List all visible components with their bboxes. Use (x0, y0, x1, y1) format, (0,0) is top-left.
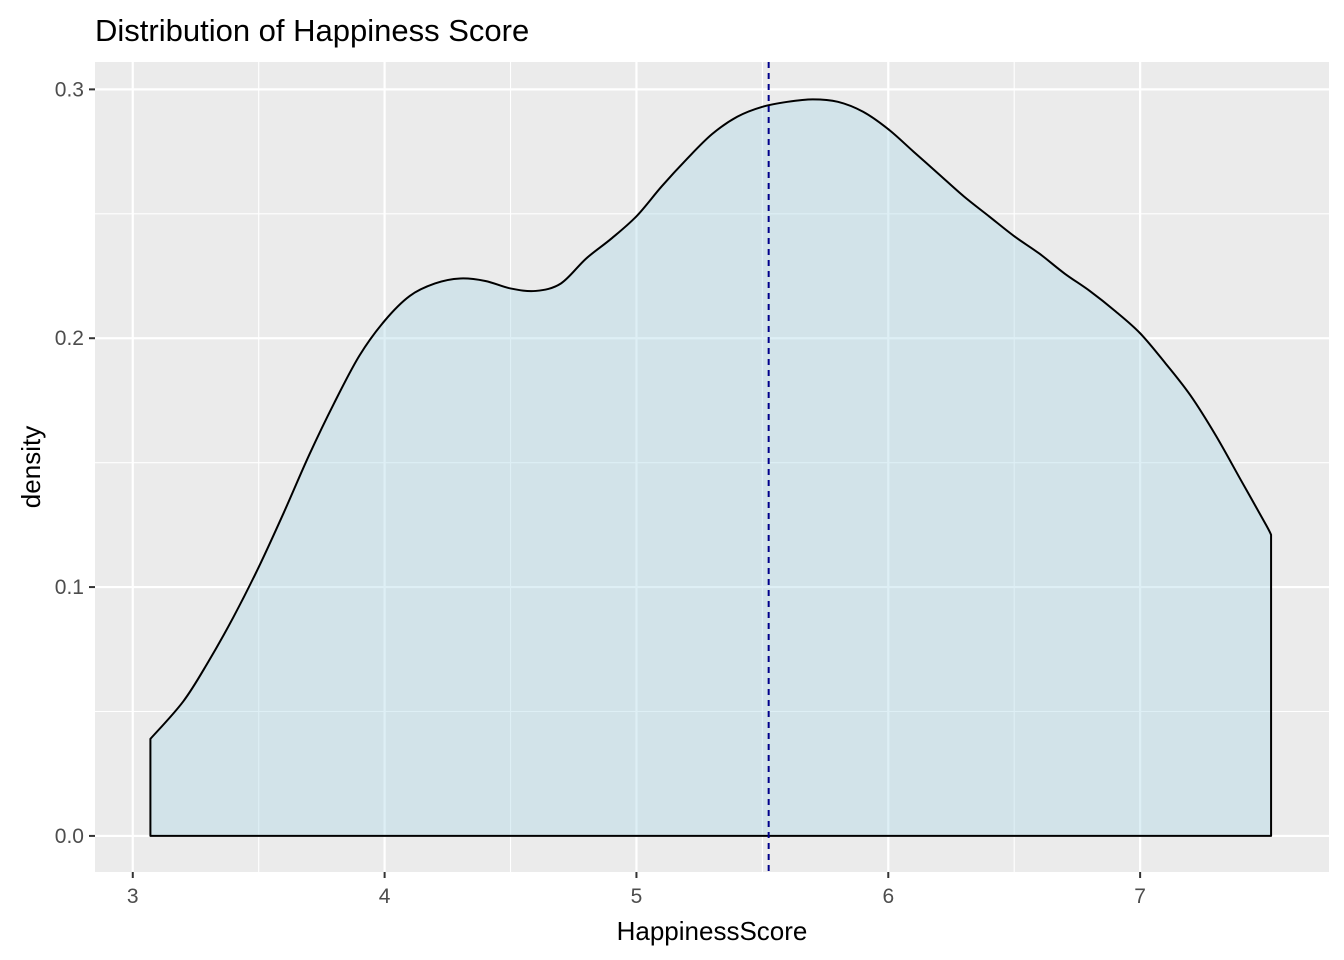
y-axis: 0.0 0.1 0.2 0.3 (55, 78, 95, 848)
x-tick-label: 7 (1134, 885, 1146, 908)
x-tick-label: 3 (127, 885, 139, 908)
y-tick-label: 0.3 (55, 78, 84, 101)
x-tick-label: 5 (631, 885, 643, 908)
density-area (149, 98, 1273, 837)
x-tick-label: 4 (379, 885, 391, 908)
y-tick-label: 0.0 (55, 825, 84, 848)
major-gridlines (95, 62, 1329, 872)
x-axis: 3 4 5 6 7 (127, 872, 1146, 908)
y-tick-label: 0.2 (55, 327, 84, 350)
plot-panel (95, 62, 1329, 872)
y-axis-title: density (16, 426, 46, 508)
y-tick-label: 0.1 (55, 576, 84, 599)
x-axis-title: HappinessScore (617, 916, 808, 946)
x-tick-label: 6 (882, 885, 894, 908)
chart-title: Distribution of Happiness Score (95, 13, 529, 48)
minor-gridlines (95, 62, 1329, 872)
